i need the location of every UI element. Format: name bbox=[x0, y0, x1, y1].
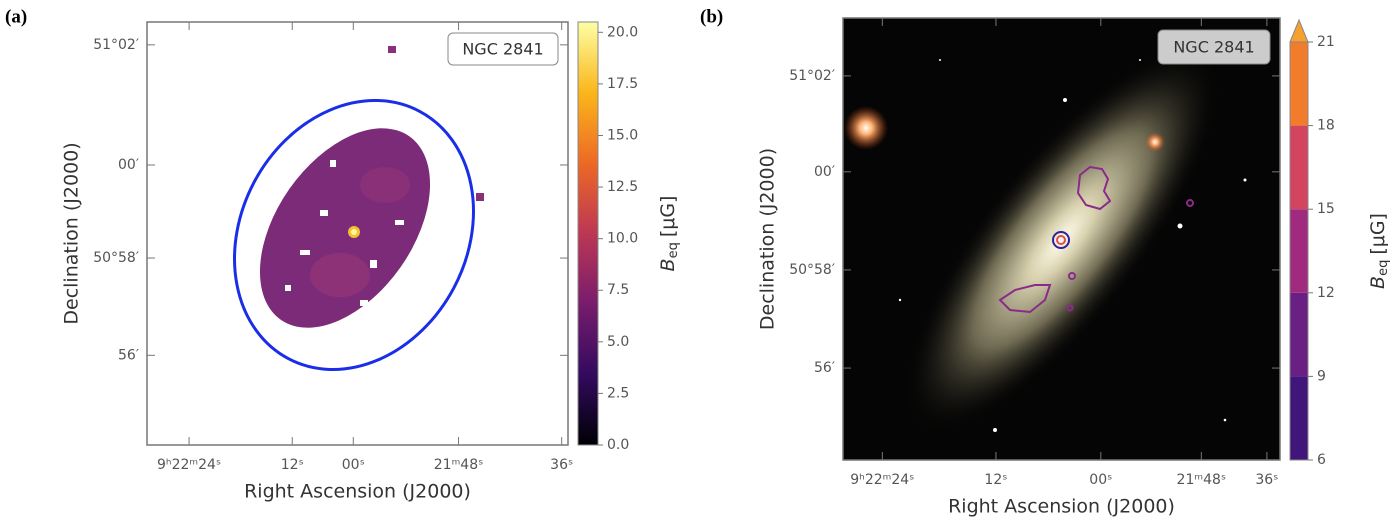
annotation-box bbox=[1157, 29, 1271, 65]
y-tick-label: 50°58′ bbox=[93, 250, 139, 266]
x-tick-label: 21ᵐ48ˢ bbox=[1177, 472, 1227, 488]
annotation-box bbox=[447, 32, 559, 66]
colorbar-symbol: B bbox=[1367, 276, 1389, 289]
colorbar-tick-label: 7.5 bbox=[607, 282, 629, 298]
y-tick-label: 51°02′ bbox=[789, 68, 835, 84]
x-tick-label: 9ʰ22ᵐ24ˢ bbox=[850, 472, 914, 488]
x-axis-label: Right Ascension (J2000) bbox=[244, 481, 471, 503]
colorbar-frame bbox=[1289, 41, 1309, 461]
colorbar-extension bbox=[1289, 18, 1309, 43]
colorbar-tick-label: 5.0 bbox=[607, 334, 629, 350]
colorbar-level bbox=[1290, 209, 1308, 293]
y-tick-label: 00′ bbox=[814, 164, 835, 180]
colorbar-tick-label: 10.0 bbox=[607, 231, 638, 247]
y-tick-label: 00′ bbox=[118, 157, 139, 173]
x-tick-label: 12ˢ bbox=[281, 457, 304, 473]
x-tick-label: 00ˢ bbox=[1089, 472, 1112, 488]
x-tick-label: 21ᵐ48ˢ bbox=[434, 457, 484, 473]
optical-image-b bbox=[843, 18, 1280, 460]
annotation: NGC 2841 bbox=[462, 40, 543, 59]
colorbar-symbol: B bbox=[657, 258, 679, 271]
colorbar-subscript: eq bbox=[1376, 260, 1391, 276]
colorbar-tick-label: 9 bbox=[1317, 368, 1326, 384]
colorbar-label: Beq [μG] bbox=[1367, 213, 1391, 289]
y-axis-label: Declination (J2000) bbox=[61, 142, 83, 324]
colorbar-tick-label: 12.5 bbox=[607, 179, 638, 195]
y-tick-label: 51°02′ bbox=[93, 37, 139, 53]
plot-frame bbox=[146, 21, 569, 446]
colorbar bbox=[577, 21, 599, 446]
annotation: NGC 2841 bbox=[1173, 38, 1254, 57]
colorbar-label: Beq [μG] bbox=[657, 196, 681, 272]
y-tick-label: 56′ bbox=[118, 347, 139, 363]
plot-frame bbox=[842, 17, 1281, 461]
x-axis-label: Right Ascension (J2000) bbox=[948, 496, 1175, 518]
colorbar-tick-label: 20.0 bbox=[607, 24, 638, 40]
colorbar-unit: [μG] bbox=[657, 196, 679, 238]
x-tick-label: 12ˢ bbox=[984, 472, 1007, 488]
x-tick-label: 36ˢ bbox=[1255, 472, 1278, 488]
y-tick-label: 56′ bbox=[814, 360, 835, 376]
x-tick-label: 00ˢ bbox=[342, 457, 365, 473]
colorbar-level bbox=[1290, 125, 1308, 210]
panel-label: (b) bbox=[700, 6, 723, 27]
x-tick-label: 36ˢ bbox=[550, 457, 573, 473]
colorbar-subscript: eq bbox=[666, 242, 681, 258]
colorbar-tick-label: 0.0 bbox=[607, 437, 629, 453]
colorbar-tick-label: 18 bbox=[1317, 118, 1335, 134]
colorbar-tick-label: 21 bbox=[1317, 34, 1335, 50]
colorbar-tick-label: 2.5 bbox=[607, 385, 629, 401]
colorbar-level bbox=[1290, 376, 1308, 460]
y-tick-label: 50°58′ bbox=[789, 262, 835, 278]
y-axis-label: Declination (J2000) bbox=[757, 148, 779, 330]
colorbar-level bbox=[1290, 292, 1308, 377]
colorbar-tick-label: 6 bbox=[1317, 452, 1326, 468]
colorbar-tick-label: 15.0 bbox=[607, 127, 638, 143]
colorbar-tick-label: 12 bbox=[1317, 285, 1335, 301]
panel-label: (a) bbox=[5, 6, 27, 27]
x-tick-label: 9ʰ22ᵐ24ˢ bbox=[157, 457, 221, 473]
map-image-a bbox=[147, 22, 568, 445]
colorbar-unit: [μG] bbox=[1367, 213, 1389, 255]
colorbar-tick-label: 17.5 bbox=[607, 76, 638, 92]
colorbar-level bbox=[1290, 42, 1308, 126]
colorbar-tick-label: 15 bbox=[1317, 201, 1335, 217]
